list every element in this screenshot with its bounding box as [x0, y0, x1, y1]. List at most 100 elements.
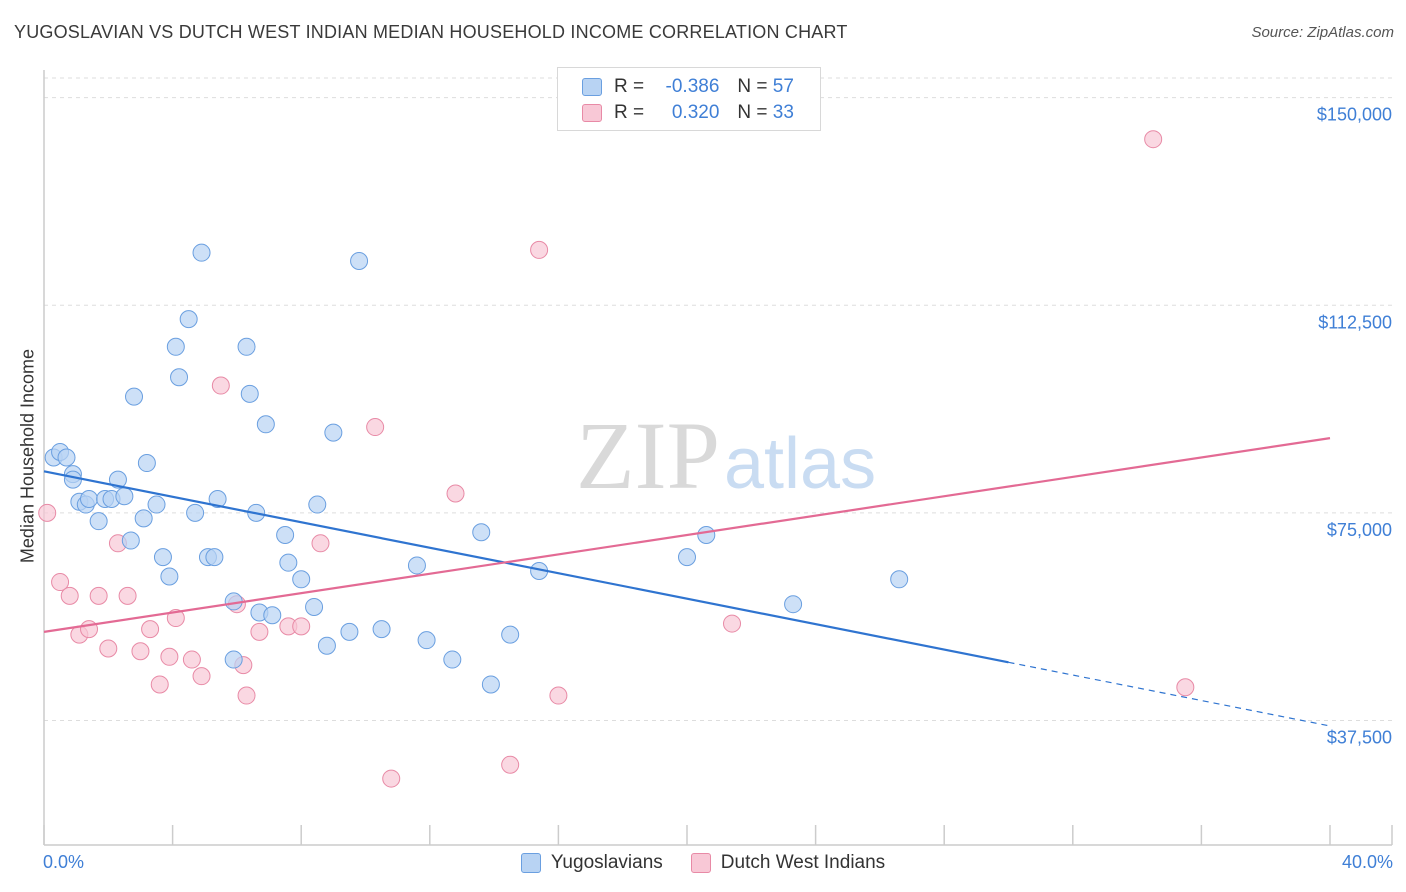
watermark-zip: ZIP	[576, 402, 720, 509]
legend-swatch-blue	[582, 78, 602, 96]
legend-r-label: R =	[614, 102, 645, 123]
data-point-yugoslavians	[115, 487, 134, 506]
data-point-yugoslavians	[160, 567, 179, 586]
data-point-dutch-west-indians	[1176, 678, 1195, 697]
chart-title: YUGOSLAVIAN VS DUTCH WEST INDIAN MEDIAN …	[14, 22, 848, 42]
legend-label-dutch-west-indians: Dutch West Indians	[720, 852, 886, 873]
data-point-dutch-west-indians	[38, 503, 57, 522]
data-point-dutch-west-indians	[530, 240, 549, 259]
yugoslavians-points	[44, 243, 909, 694]
data-point-yugoslavians	[292, 570, 311, 589]
data-point-yugoslavians	[340, 622, 359, 641]
y-tick-label: $37,500	[1327, 727, 1392, 747]
data-point-yugoslavians	[186, 503, 205, 522]
data-point-yugoslavians	[147, 495, 166, 514]
legend-row-yugoslavians: R = -0.386 N = 57	[582, 74, 794, 100]
data-point-yugoslavians	[137, 454, 156, 473]
data-point-yugoslavians	[350, 251, 369, 270]
legend-swatch-blue	[520, 853, 541, 873]
watermark-atlas: atlas	[724, 424, 876, 504]
legend-n-label: N =	[737, 76, 768, 97]
data-point-yugoslavians	[784, 595, 803, 614]
data-point-dutch-west-indians	[182, 650, 201, 669]
data-point-dutch-west-indians	[131, 642, 150, 661]
data-point-yugoslavians	[472, 523, 491, 542]
legend-label-yugoslavians: Yugoslavians	[550, 852, 663, 873]
data-point-dutch-west-indians	[382, 769, 401, 788]
data-point-dutch-west-indians	[118, 586, 137, 605]
legend-n-label: N =	[737, 102, 768, 123]
data-point-yugoslavians	[108, 470, 127, 489]
data-point-yugoslavians	[276, 526, 295, 544]
data-point-yugoslavians	[481, 675, 500, 694]
data-point-dutch-west-indians	[51, 573, 70, 592]
data-point-dutch-west-indians	[166, 609, 185, 628]
data-point-dutch-west-indians	[60, 586, 79, 605]
legend-swatch-pink	[690, 853, 711, 873]
data-point-dutch-west-indians	[446, 484, 465, 503]
data-point-yugoslavians	[89, 512, 108, 531]
axes	[43, 70, 1393, 846]
legend-row-dutch-west-indians: R = 0.320 N = 33	[582, 100, 794, 126]
x-tick-min: 0.0%	[43, 852, 85, 872]
data-point-yugoslavians	[308, 495, 327, 514]
data-point-dutch-west-indians	[89, 586, 108, 605]
data-point-yugoslavians	[166, 337, 185, 356]
data-point-yugoslavians	[208, 490, 227, 509]
data-point-yugoslavians	[179, 310, 198, 329]
data-point-yugoslavians	[443, 650, 462, 669]
data-point-dutch-west-indians	[366, 418, 385, 437]
data-point-yugoslavians	[134, 509, 153, 528]
trendlines	[43, 437, 1331, 727]
data-point-dutch-west-indians	[723, 614, 742, 633]
legend-n-value: 57	[772, 76, 794, 97]
trendline-yugoslavians-extrapolated	[1008, 661, 1331, 727]
y-tick-label: $150,000	[1317, 105, 1392, 125]
data-point-yugoslavians	[121, 531, 140, 550]
data-point-dutch-west-indians	[211, 376, 230, 395]
legend-item-dutch-west-indians: Dutch West Indians	[690, 852, 886, 874]
x-tick-max: 40.0%	[1341, 852, 1393, 872]
legend-n-value: 33	[772, 102, 794, 123]
legend-item-yugoslavians: Yugoslavians	[520, 852, 663, 874]
data-point-yugoslavians	[305, 597, 324, 616]
data-point-dutch-west-indians	[549, 686, 568, 705]
data-point-yugoslavians	[237, 337, 256, 356]
data-point-yugoslavians	[678, 548, 696, 567]
data-point-yugoslavians	[697, 526, 716, 544]
data-point-yugoslavians	[317, 636, 336, 655]
y-tick-label: $112,500	[1318, 312, 1392, 332]
data-point-yugoslavians	[170, 368, 189, 387]
legend-swatch-pink	[582, 104, 602, 122]
data-point-dutch-west-indians	[1144, 130, 1163, 149]
data-point-yugoslavians	[372, 620, 391, 639]
data-point-yugoslavians	[224, 650, 243, 669]
source-credit: Source: ZipAtlas.com	[1251, 24, 1394, 41]
data-point-dutch-west-indians	[141, 620, 160, 639]
data-point-yugoslavians	[57, 448, 76, 467]
data-point-yugoslavians	[890, 570, 909, 589]
data-point-dutch-west-indians	[501, 755, 520, 774]
legend-r-value: 0.320	[671, 102, 720, 123]
data-point-yugoslavians	[279, 553, 298, 572]
data-point-yugoslavians	[63, 470, 82, 489]
data-point-yugoslavians	[417, 631, 436, 650]
data-point-yugoslavians	[256, 415, 275, 434]
legend-r-value: -0.386	[665, 76, 720, 97]
data-point-dutch-west-indians	[99, 639, 118, 658]
data-point-yugoslavians	[125, 387, 144, 406]
data-point-yugoslavians	[80, 490, 99, 509]
data-point-dutch-west-indians	[150, 675, 169, 694]
data-point-yugoslavians	[407, 556, 426, 575]
data-point-dutch-west-indians	[292, 617, 311, 636]
y-tick-labels: $37,500 $75,000 $112,500 $150,000	[1317, 105, 1392, 748]
series-legend: Yugoslavians Dutch West Indians	[0, 852, 1406, 874]
data-point-yugoslavians	[240, 384, 259, 403]
data-point-dutch-west-indians	[250, 622, 269, 641]
data-point-yugoslavians	[501, 625, 520, 644]
data-point-dutch-west-indians	[192, 667, 211, 686]
data-point-yugoslavians	[192, 243, 211, 262]
trendline-dutch-west-indians	[43, 437, 1331, 633]
y-tick-label: $75,000	[1327, 520, 1392, 540]
